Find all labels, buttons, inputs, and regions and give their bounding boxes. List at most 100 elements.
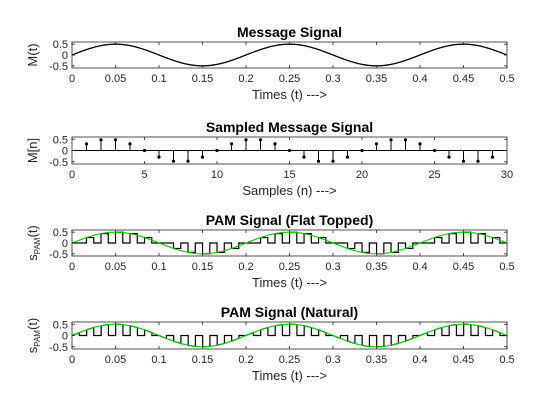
stem-marker (345, 155, 350, 159)
x-tick-label: 0.1 (151, 354, 166, 366)
x-tick-label: 0.5 (499, 354, 514, 366)
x-tick-label: 30 (501, 169, 513, 181)
stem-marker (229, 142, 234, 146)
y-tick-label: 0.5 (53, 227, 68, 239)
x-tick-label: 0 (69, 73, 75, 85)
x-axis-label: Times (t) ---> (252, 368, 327, 383)
stem-marker (432, 148, 437, 153)
stem-marker (273, 142, 277, 146)
stem-marker (461, 159, 466, 163)
x-tick-label: 0.05 (105, 354, 126, 366)
subplot-3: PAM Signal (Flat Topped) 0 0.05 0.1 0.15 0.2 0… (25, 212, 515, 290)
x-tick-label: 0.35 (366, 354, 387, 366)
x-tick-label: 0.4 (412, 73, 427, 85)
stem-marker (389, 138, 393, 142)
stem-marker (128, 142, 132, 146)
y-tick-label: 0.5 (53, 319, 68, 331)
x-tick-label: 15 (283, 169, 295, 181)
subplot-title: PAM Signal (Flat Topped) (206, 212, 373, 228)
subplot-4: PAM Signal (Natural) 0 0.05 0.1 0.15 0.2 0.25 0… (25, 304, 515, 383)
y-tick-label: -0.5 (49, 61, 68, 73)
plot-area (72, 138, 507, 163)
x-tick-label: 0.1 (151, 261, 166, 273)
stem-marker (490, 155, 495, 159)
x-tick-label: 0.45 (453, 73, 474, 85)
stem-marker (244, 138, 248, 142)
x-tick-label: 0 (69, 354, 75, 366)
y-tick-label: -0.5 (49, 157, 68, 169)
stem-marker (418, 142, 422, 146)
x-tick-label: 0.35 (366, 73, 387, 85)
x-tick-label: 0.45 (453, 354, 474, 366)
x-tick-label: 0.25 (279, 261, 300, 273)
y-tick-label: -0.5 (49, 249, 68, 261)
subplot-title: Sampled Message Signal (206, 119, 373, 135)
stem-marker (215, 148, 219, 153)
x-tick-label: 0.2 (238, 73, 253, 85)
x-tick-label: 0.1 (151, 73, 166, 85)
x-tick-label: 0.5 (499, 261, 514, 273)
x-tick-label: 0.3 (325, 261, 340, 273)
stem-marker (287, 148, 292, 153)
stem-marker (360, 148, 364, 153)
x-tick-label: 0.4 (412, 261, 427, 273)
x-tick-label: 25 (428, 169, 440, 181)
x-axis-label: Times (t) ---> (252, 87, 327, 102)
y-axis-label-main: M(t) (25, 43, 40, 66)
y-axis-label: M(t) (25, 43, 40, 66)
x-tick-label: 0.5 (499, 73, 514, 85)
y-axis-label-main: s (25, 346, 40, 353)
subplot-title: Message Signal (237, 24, 342, 40)
x-tick-label: 0.15 (192, 354, 213, 366)
x-tick-label: 0.35 (366, 261, 387, 273)
stem-marker (142, 148, 147, 153)
x-tick-label: 0.2 (238, 261, 253, 273)
x-tick-label: 20 (356, 169, 368, 181)
y-axis-label: sPAM(t) (25, 318, 42, 354)
x-tick-label: 5 (141, 169, 147, 181)
x-tick-label: 0.3 (325, 354, 340, 366)
y-axis-label-main: M[n] (25, 138, 40, 163)
stem-marker (302, 155, 306, 159)
x-tick-label: 0.05 (105, 261, 126, 273)
x-tick-label: 10 (211, 169, 223, 181)
y-axis-label-suffix: (t) (25, 225, 40, 237)
y-tick-label: 0.5 (53, 134, 68, 146)
stem-marker (200, 155, 205, 159)
x-tick-label: 0.4 (412, 354, 427, 366)
stem-marker (476, 159, 480, 163)
stem-marker (331, 159, 335, 163)
x-tick-label: 0.45 (453, 261, 474, 273)
x-tick-label: 0.25 (279, 354, 300, 366)
stem-marker (113, 138, 118, 142)
x-tick-label: 0.05 (105, 73, 126, 85)
y-tick-label: 0 (62, 50, 68, 62)
y-axis-label-suffix: (t) (25, 318, 40, 330)
x-tick-label: 0.3 (325, 73, 340, 85)
stem-marker (258, 138, 263, 142)
stem-marker (374, 142, 379, 146)
stem-marker (157, 155, 161, 159)
stem-marker (99, 138, 103, 142)
y-axis-label: sPAM(t) (25, 225, 42, 261)
y-axis-label-subscript: PAM (33, 330, 42, 347)
y-tick-label: 0 (62, 238, 68, 250)
y-tick-label: 0 (62, 146, 68, 158)
x-axis-label: Samples (n) ---> (242, 183, 336, 198)
y-tick-label: -0.5 (49, 342, 68, 354)
y-tick-label: 0 (62, 331, 68, 343)
stem-marker (403, 138, 408, 142)
x-tick-label: 0.25 (279, 73, 300, 85)
stem-marker (316, 159, 321, 163)
stem-marker (186, 159, 190, 163)
x-tick-label: 0.2 (238, 354, 253, 366)
stem-marker (447, 155, 451, 159)
x-tick-label: 0 (69, 169, 75, 181)
y-axis-label-subscript: PAM (33, 237, 42, 254)
y-axis-label: M[n] (25, 138, 40, 163)
x-axis-label: Times (t) ---> (252, 275, 327, 290)
y-tick-label: 0.5 (53, 39, 68, 51)
x-tick-label: 0.15 (192, 261, 213, 273)
x-tick-label: 0.15 (192, 73, 213, 85)
